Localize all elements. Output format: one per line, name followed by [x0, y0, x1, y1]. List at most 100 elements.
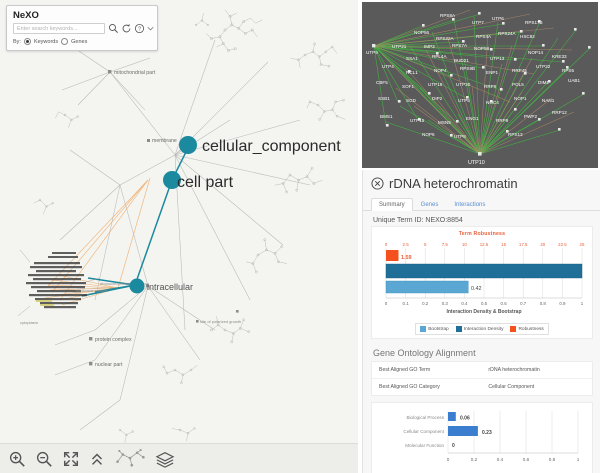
- tab-interactions[interactable]: Interactions: [454, 202, 486, 208]
- gene-interaction-network[interactable]: UTP9 RPS8A UTP7 UTP6 RPS17B NOP56 RPS22A…: [362, 2, 598, 168]
- go-chart-category-labels: Biological Process Cellular Component Mo…: [403, 415, 444, 448]
- gene-label: RPS5: [562, 68, 574, 73]
- gene-label: UTP21: [392, 44, 407, 49]
- tree-small-nodes[interactable]: [89, 70, 239, 366]
- gene-label: UTP13: [490, 56, 505, 61]
- legend-item-robustness: Robustness: [510, 326, 544, 332]
- search-input[interactable]: Enter search keywords...: [13, 23, 105, 34]
- svg-text:2.5: 2.5: [403, 242, 410, 247]
- svg-text:1: 1: [581, 301, 584, 306]
- go-chart-x-ticks: 0 0.2 0.4 0.6 0.8 1: [447, 457, 580, 462]
- bar-biological-process: [448, 412, 456, 421]
- bar-label-molecular-function: 0: [452, 443, 455, 449]
- svg-text:0.4: 0.4: [461, 301, 468, 306]
- ontology-tree-graph[interactable]: mitochondrial part membrane protein comp…: [0, 0, 358, 473]
- gene-label: NOP56: [414, 30, 430, 35]
- go-alignment-table: Best Aligned GO Term rDNA heterochromati…: [371, 361, 593, 396]
- chevron-down-icon[interactable]: [147, 25, 154, 32]
- gene-label: RRP9: [484, 84, 497, 89]
- gene-label: UTP4: [382, 64, 394, 69]
- gene-label: RPS4A: [476, 34, 492, 39]
- tab-genes[interactable]: Genes: [420, 202, 439, 208]
- legend-label-bootstrap: Bootstrap: [428, 326, 449, 332]
- chart-legend: Bootstrap Interaction Density Robustness: [415, 323, 549, 335]
- svg-text:0.4: 0.4: [497, 457, 504, 462]
- gene-label: RPS8A: [440, 13, 456, 18]
- svg-text:0.8: 0.8: [549, 457, 556, 462]
- term-robustness-chart: Term Robustness 0: [371, 226, 593, 339]
- term-info-panel[interactable]: rDNA heterochromatin Summary Genes Inter…: [362, 170, 600, 473]
- zoom-out-icon[interactable]: [35, 450, 53, 468]
- svg-text:22.5: 22.5: [558, 242, 567, 247]
- gene-label: UTP5: [458, 98, 470, 103]
- svg-text:0: 0: [385, 242, 388, 247]
- double-chevron-up-icon[interactable]: [89, 450, 105, 468]
- close-circle-icon[interactable]: [371, 177, 384, 190]
- gene-label: ENP1: [486, 70, 498, 75]
- gene-label: SGD: [406, 98, 417, 103]
- legend-item-bootstrap: Bootstrap: [420, 326, 449, 332]
- gene-label: RPS22A: [436, 36, 455, 41]
- gene-label: BUD21: [454, 58, 469, 63]
- app-title: NeXO: [13, 10, 39, 21]
- gene-label: CBF5: [376, 80, 388, 85]
- legend-swatch-robustness: [510, 326, 517, 332]
- tree-node-cellular-component[interactable]: [179, 136, 197, 154]
- bar-robustness: [386, 250, 399, 261]
- gene-label: SSA1: [406, 56, 418, 61]
- gene-label: RPS17B: [525, 20, 543, 25]
- bar-label-biological-process: 0.06: [460, 416, 470, 422]
- gene-label: RRP12: [552, 110, 567, 115]
- info-tabs[interactable]: Summary Genes Interactions: [363, 197, 600, 211]
- svg-text:7.5: 7.5: [442, 242, 449, 247]
- unique-term-id: Unique Term ID: NEXO:8854: [373, 217, 463, 224]
- ontology-tree-pane[interactable]: mitochondrial part membrane protein comp…: [0, 0, 358, 473]
- network-gene-labels: UTP9 RPS8A UTP7 UTP6 RPS17B NOP56 RPS22A…: [366, 13, 580, 166]
- tree-node-label-rnp-complex: ribonucleoprotein complex: [100, 281, 147, 286]
- radio-genes[interactable]: [61, 38, 69, 45]
- svg-text:0: 0: [385, 301, 388, 306]
- gene-label: RPS9B: [460, 66, 475, 71]
- term-title: rDNA heterochromatin: [389, 176, 518, 191]
- gene-label: SOF1: [402, 84, 414, 89]
- go-alignment-title: Gene Ontology Alignment: [373, 348, 476, 358]
- tab-summary[interactable]: Summary: [371, 198, 413, 211]
- svg-text:25: 25: [580, 242, 585, 247]
- layers-icon[interactable]: [155, 450, 175, 468]
- table-row: Best Aligned GO Term rDNA heterochromati…: [372, 362, 592, 379]
- svg-text:Biological Process: Biological Process: [406, 415, 444, 420]
- gene-label: NOP14: [528, 50, 544, 55]
- search-panel[interactable]: NeXO Enter search keywords... ?: [6, 5, 158, 51]
- gene-label: UAB1: [568, 78, 580, 83]
- svg-text:1: 1: [577, 457, 580, 462]
- gene-label: HSC82: [520, 34, 535, 39]
- svg-text:20: 20: [540, 242, 545, 247]
- fit-screen-icon[interactable]: [62, 450, 80, 468]
- gene-label: RPS13: [508, 132, 523, 137]
- network-nodes[interactable]: [372, 12, 591, 156]
- tree-node-cell-part[interactable]: [163, 171, 181, 189]
- go-category-value: Cellular Component: [488, 384, 535, 390]
- gene-label: DIP2: [432, 96, 443, 101]
- gene-label: UTP7: [472, 20, 484, 25]
- radio-keywords[interactable]: [23, 38, 31, 45]
- tree-label-cellular-component: cellular_component: [202, 138, 341, 155]
- legend-swatch-bootstrap: [420, 326, 427, 332]
- network-icon[interactable]: [114, 448, 146, 469]
- zoom-in-icon[interactable]: [8, 450, 26, 468]
- gene-network-graph[interactable]: UTP9 RPS8A UTP7 UTP6 RPS17B NOP56 RPS22A…: [362, 2, 598, 168]
- svg-text:17.5: 17.5: [519, 242, 528, 247]
- svg-text:0.2: 0.2: [471, 457, 478, 462]
- gene-label: UTP8: [454, 134, 466, 139]
- svg-text:5: 5: [424, 242, 427, 247]
- refresh-icon[interactable]: [121, 23, 132, 34]
- help-icon[interactable]: ?: [134, 23, 145, 34]
- radio-keywords-label: Keywords: [33, 38, 59, 45]
- svg-text:10: 10: [462, 242, 467, 247]
- search-icon[interactable]: [108, 23, 119, 34]
- tree-node-label-protein-complex: protein complex: [95, 337, 132, 343]
- view-toolbar[interactable]: [0, 443, 358, 473]
- svg-text:0: 0: [447, 457, 450, 462]
- tree-node-intracellular[interactable]: [129, 278, 145, 294]
- svg-text:0.2: 0.2: [422, 301, 429, 306]
